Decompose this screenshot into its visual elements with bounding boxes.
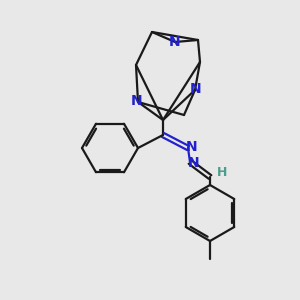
Text: N: N bbox=[190, 82, 202, 96]
Text: H: H bbox=[217, 167, 227, 179]
Text: N: N bbox=[131, 94, 143, 108]
Text: N: N bbox=[169, 35, 181, 49]
Text: N: N bbox=[188, 156, 200, 170]
Text: N: N bbox=[186, 140, 198, 154]
